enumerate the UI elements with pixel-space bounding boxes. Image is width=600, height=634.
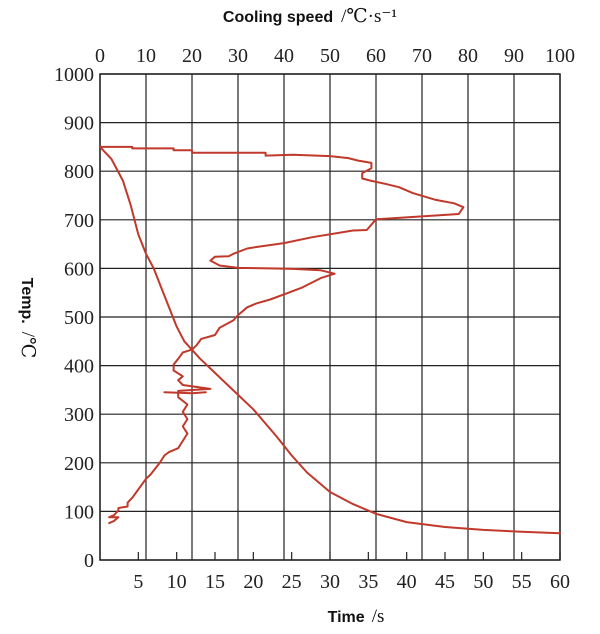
x-top-tick-label: 90 <box>504 45 524 67</box>
y-tick-label: 100 <box>64 501 94 523</box>
x-bottom-tick-label: 45 <box>435 571 455 593</box>
x-axis-top-label: Cooling speed /℃·s⁻¹ <box>223 6 398 27</box>
tick-labels: 5 10 15 20 25 30 35 40 45 50 55 600 10 20 30 40 50 60 70 80… <box>54 45 575 593</box>
x-top-tick-label: 50 <box>320 45 340 67</box>
x-bottom-tick-label: 15 <box>205 571 225 593</box>
series <box>99 145 561 535</box>
y-tick-label: 700 <box>64 210 94 232</box>
series-line-2 <box>99 145 465 525</box>
x-top-tick-label: 100 <box>545 45 575 67</box>
x-bottom-tick-label: 50 <box>473 571 493 593</box>
x-bottom-tick-label: 20 <box>243 571 263 593</box>
y-tick-label: 800 <box>64 161 94 183</box>
y-tick-label: 400 <box>64 356 94 378</box>
series-line-3 <box>163 391 207 395</box>
y-unit: /℃ <box>17 332 38 359</box>
x-top-tick-label: 30 <box>228 45 248 67</box>
y-axis-label: Temp. /℃ <box>17 278 38 358</box>
y-tick-label: 0 <box>84 550 94 572</box>
y-tick-label: 200 <box>64 453 94 475</box>
x-bottom-title: Time <box>328 609 365 626</box>
y-tick-label: 600 <box>64 258 94 280</box>
x-top-tick-label: 70 <box>412 45 432 67</box>
x-bottom-tick-label: 40 <box>397 571 417 593</box>
x-bottom-tick-label: 25 <box>282 571 302 593</box>
x-top-tick-label: 40 <box>274 45 294 67</box>
x-bottom-tick-label: 10 <box>167 571 187 593</box>
x-bottom-unit: /s <box>372 606 385 627</box>
x-top-tick-label: 20 <box>182 45 202 67</box>
y-tick-label: 1000 <box>54 64 94 86</box>
grid <box>99 73 561 561</box>
x-bottom-tick-label: 5 <box>133 571 143 593</box>
x-bottom-tick-label: 60 <box>550 571 570 593</box>
x-top-title: Cooling speed <box>223 9 333 26</box>
x-top-unit: /℃·s⁻¹ <box>341 6 397 27</box>
x-top-tick-label: 10 <box>136 45 156 67</box>
x-top-tick-label: 0 <box>95 45 105 67</box>
x-axis-bottom-label: Time /s <box>328 606 385 627</box>
y-tick-label: 900 <box>64 113 94 135</box>
series-line-1 <box>99 145 561 535</box>
x-top-tick-label: 80 <box>458 45 478 67</box>
x-top-tick-label: 60 <box>366 45 386 67</box>
y-title: Temp. <box>18 278 35 324</box>
x-bottom-tick-label: 30 <box>320 571 340 593</box>
x-bottom-tick-label: 55 <box>512 571 532 593</box>
x-bottom-tick-label: 35 <box>358 571 378 593</box>
y-tick-label: 300 <box>64 404 94 426</box>
y-tick-label: 500 <box>64 307 94 329</box>
